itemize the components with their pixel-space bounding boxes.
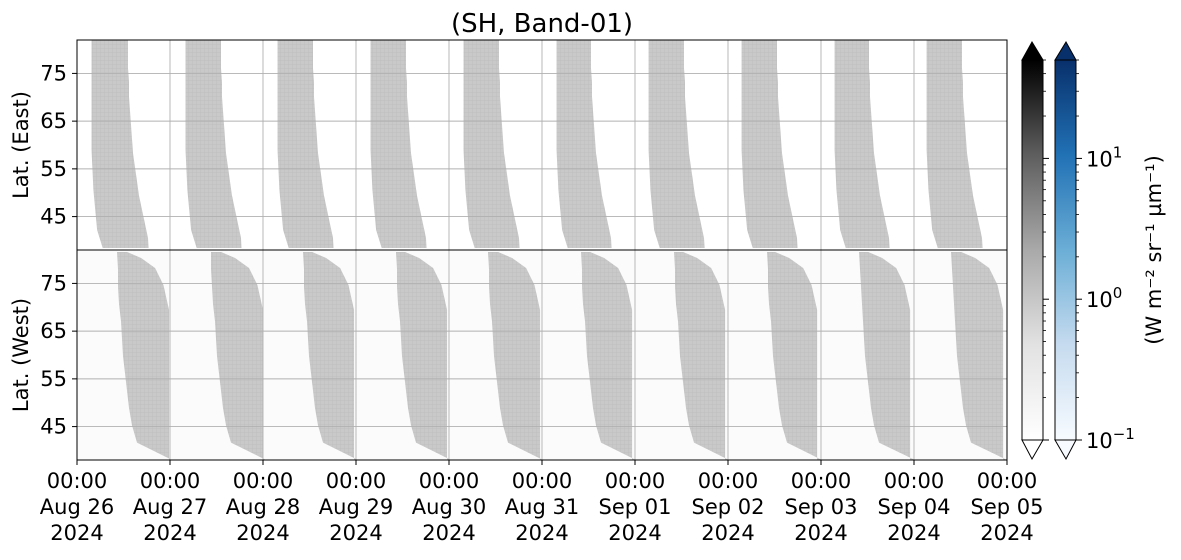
x-tick-label: Aug 26 (40, 495, 114, 519)
west-band (481, 252, 543, 460)
west-band (760, 252, 822, 460)
y-axis-label-west: Lat. (West) (9, 298, 33, 412)
x-tick-label: 00:00 (233, 469, 294, 493)
east-band (91, 40, 149, 248)
chart-title: (SH, Band-01) (451, 9, 633, 39)
east-bands (91, 40, 983, 248)
x-tick-label: Aug 31 (505, 495, 579, 519)
y-tick-label-west: 75 (40, 271, 67, 295)
colorbar-greys-extend-top (1021, 41, 1044, 61)
east-band (463, 40, 520, 248)
west-band (667, 252, 729, 460)
colorbar-blues-bar (1054, 59, 1077, 441)
y-tick-label-east: 55 (40, 157, 67, 181)
east-band (648, 40, 705, 248)
x-tick-label: 2024 (236, 521, 289, 545)
colorbar-ticks: 101 100 10−1 (1043, 59, 1135, 453)
colorbar-greys-extend-bottom (1021, 439, 1044, 461)
x-tick-label: Aug 27 (133, 495, 207, 519)
y-axis: 45 55 65 75 75 65 55 45 (40, 61, 77, 439)
x-tick-label: 2024 (701, 521, 754, 545)
east-band (556, 40, 612, 248)
west-band (944, 252, 1007, 460)
east-band (277, 40, 334, 248)
east-band (926, 40, 983, 248)
x-tick-label: 00:00 (140, 469, 201, 493)
colorbar-tick-label: 10−1 (1086, 425, 1135, 453)
west-band (389, 252, 451, 460)
x-tick-label: 00:00 (884, 469, 945, 493)
west-band (574, 252, 636, 460)
east-band (185, 40, 242, 248)
west-band (204, 252, 266, 460)
y-tick-label-west: 45 (40, 415, 67, 439)
x-tick-label: 00:00 (512, 469, 573, 493)
x-tick-label: 2024 (50, 521, 103, 545)
x-tick-label: 00:00 (47, 469, 108, 493)
x-tick-label: 00:00 (977, 469, 1038, 493)
x-tick-label: 00:00 (419, 469, 480, 493)
x-tick-label: Aug 29 (319, 495, 393, 519)
y-tick-label-west: 55 (40, 367, 67, 391)
x-tick-label: 2024 (794, 521, 847, 545)
colorbar-greys-bar (1021, 59, 1044, 441)
y-tick-label-east: 75 (40, 61, 67, 85)
x-tick-label: 2024 (422, 521, 475, 545)
x-tick-label: 2024 (980, 521, 1033, 545)
y-tick-label-east: 45 (40, 205, 67, 229)
x-tick-label: Sep 01 (599, 495, 672, 519)
colorbar-tick-label: 101 (1086, 143, 1122, 171)
colorbar-tick-label: 100 (1086, 284, 1122, 312)
x-tick-label: Aug 30 (412, 495, 486, 519)
x-tick-label: Sep 03 (785, 495, 858, 519)
west-band (296, 252, 358, 460)
x-tick-label: 2024 (515, 521, 568, 545)
east-band (741, 40, 798, 248)
west-band (852, 252, 915, 460)
x-tick-label: Sep 04 (878, 495, 951, 519)
y-tick-label-west: 65 (40, 319, 67, 343)
x-tick-label: 00:00 (698, 469, 759, 493)
colorbar-blues (1054, 41, 1077, 461)
x-tick-label: 2024 (143, 521, 196, 545)
x-tick-label: Sep 05 (971, 495, 1044, 519)
colorbar-blues-extend-bottom (1054, 439, 1077, 461)
west-band (110, 252, 172, 460)
grid-lines (76, 40, 1008, 460)
east-band (370, 40, 427, 248)
x-tick-label: 00:00 (326, 469, 387, 493)
colorbar-label: (W m⁻² sr⁻¹ µm⁻¹) (1142, 155, 1166, 345)
x-tick-label: 00:00 (791, 469, 852, 493)
y-axis-label-east: Lat. (East) (9, 91, 33, 199)
y-tick-label-east: 65 (40, 109, 67, 133)
x-tick-label: 2024 (329, 521, 382, 545)
x-tick-label: Sep 02 (692, 495, 765, 519)
colorbar-greys (1021, 41, 1044, 461)
x-tick-label: 00:00 (605, 469, 666, 493)
west-bands (110, 252, 1007, 460)
x-tick-label: Aug 28 (226, 495, 300, 519)
east-band (834, 40, 890, 248)
colorbar-blues-extend-top (1054, 41, 1077, 61)
x-tick-label: 2024 (608, 521, 661, 545)
x-tick-label: 2024 (887, 521, 940, 545)
